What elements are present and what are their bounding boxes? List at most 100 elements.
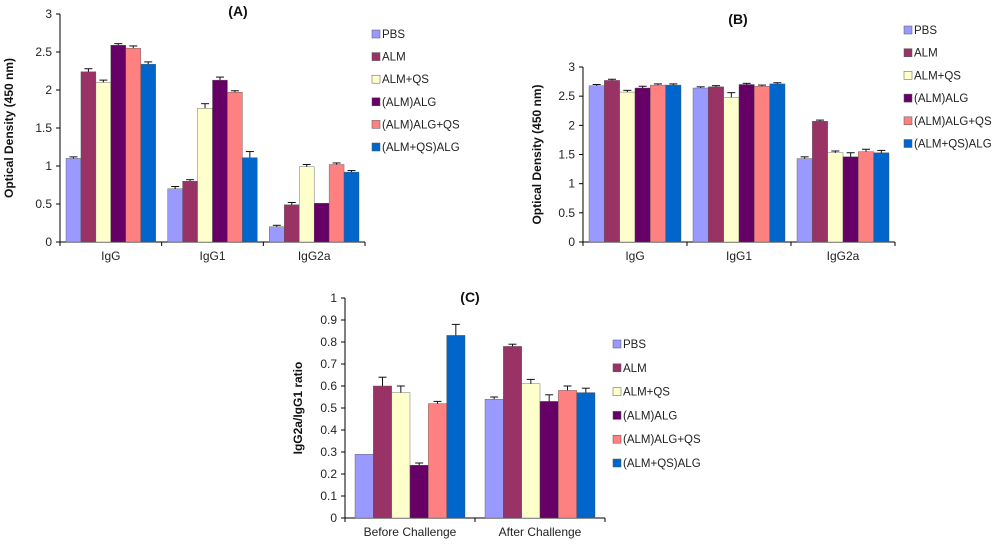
y-tick-label: 0.9 <box>320 313 337 327</box>
legend: PBS ALM ALM+QS (ALM)ALG (ALM)ALG+QS (ALM+QS)A… <box>903 25 992 151</box>
bar <box>873 152 890 243</box>
legend-swatch <box>612 363 622 373</box>
legend-label: (ALM+QS)ALG <box>623 458 701 470</box>
x-tick-label: IgG1 <box>199 249 225 263</box>
y-tick-label: 0.1 <box>320 489 337 503</box>
legend-swatch <box>903 48 913 57</box>
bar <box>446 335 466 519</box>
x-tick-label: IgG1 <box>726 249 752 263</box>
bar <box>812 121 828 243</box>
chart-title: (A) <box>228 3 247 19</box>
y-tick-label: 2.5 <box>35 45 52 59</box>
y-tick-label: 0 <box>45 235 52 249</box>
bar <box>521 383 541 519</box>
bar <box>769 83 786 243</box>
bar <box>558 390 577 519</box>
y-axis-label: Optical Density (450 nm) <box>2 58 16 198</box>
legend-swatch <box>903 71 913 80</box>
legend-label: ALM+QS <box>623 387 670 399</box>
panel-a: (A) Optical Density (450 nm) 0 0.5 1 1.5 2 2.5 3… <box>2 3 460 263</box>
legend-swatch <box>371 52 381 61</box>
legend-swatch <box>903 116 913 126</box>
bar <box>328 164 345 243</box>
bar <box>65 158 82 243</box>
bar <box>182 180 198 243</box>
y-tick-label: 1 <box>330 291 337 305</box>
bar <box>299 166 315 243</box>
bar <box>692 87 709 243</box>
bar <box>80 71 97 243</box>
legend-label: ALM <box>914 48 938 60</box>
legend-label: ALM <box>623 363 647 375</box>
legend-label: ALM+QS <box>914 70 961 82</box>
y-tick-label: 0.5 <box>320 401 337 415</box>
bar <box>428 403 447 519</box>
y-tick-label: 1 <box>45 159 52 173</box>
bar <box>650 84 666 243</box>
bar <box>227 92 243 243</box>
bar <box>604 80 620 243</box>
legend-label: (ALM)ALG+QS <box>623 434 701 446</box>
bar <box>343 171 360 243</box>
bar <box>167 188 183 243</box>
y-tick-label: 1 <box>568 177 575 191</box>
bar <box>313 203 330 243</box>
legend-swatch <box>612 434 622 444</box>
y-tick-label: 2.5 <box>558 89 575 103</box>
y-tick-label: 0.3 <box>320 445 337 459</box>
legend-swatch <box>371 97 381 107</box>
bar <box>409 465 429 519</box>
chart-title: (B) <box>728 11 747 27</box>
y-tick-label: 2 <box>45 83 52 97</box>
y-tick-label: 0.6 <box>320 379 337 393</box>
legend-swatch <box>612 458 622 468</box>
y-tick-label: 0.4 <box>320 423 337 437</box>
bar <box>588 85 605 243</box>
legend-label: PBS <box>623 339 646 351</box>
legend-label: (ALM+QS)ALG <box>382 142 460 154</box>
y-tick-label: 2 <box>568 118 575 132</box>
legend-swatch <box>612 387 622 396</box>
legend-swatch <box>903 139 913 148</box>
x-tick-label: Before Challenge <box>364 525 457 539</box>
legend-label: PBS <box>914 25 937 37</box>
y-tick-label: 0 <box>568 235 575 249</box>
bar <box>503 346 522 519</box>
y-tick-label: 3 <box>568 60 575 74</box>
bar <box>723 97 740 243</box>
bar <box>827 152 844 243</box>
panel-b: (B) Optical Density (450 nm) 0 0.5 1 1.5 2 2.5 3… <box>530 11 992 263</box>
x-tick-label: IgG <box>101 249 120 263</box>
y-tick-label: 0.8 <box>320 335 337 349</box>
bar <box>284 204 300 243</box>
y-tick-label: 0.5 <box>35 197 52 211</box>
x-tick-label: IgG2a <box>827 249 860 263</box>
bar <box>140 63 156 243</box>
chart-title: (C) <box>460 289 479 305</box>
legend-swatch <box>903 93 913 103</box>
y-tick-label: 0 <box>330 511 337 525</box>
bar <box>708 86 724 243</box>
legend-swatch <box>371 74 381 84</box>
bar <box>354 454 374 519</box>
y-axis-label: IgG2a/IgG1 ratio <box>291 362 305 455</box>
bar <box>539 401 559 519</box>
y-tick-label: 1.5 <box>35 121 52 135</box>
bar <box>125 48 141 243</box>
y-axis-label: Optical Density (450 nm) <box>530 84 544 224</box>
bar <box>197 108 213 243</box>
legend: PBS ALM ALM+QS (ALM)ALG (ALM)ALG+QS (ALM+QS)A… <box>371 29 460 154</box>
legend: PBS ALM ALM+QS (ALM)ALG (ALM)ALG+QS (ALM+QS)A… <box>612 339 701 470</box>
legend-swatch <box>903 25 913 35</box>
legend-swatch <box>371 142 381 152</box>
bar <box>242 157 258 243</box>
x-tick-label: IgG <box>625 249 644 263</box>
bar <box>858 151 874 243</box>
y-tick-label: 1.5 <box>558 148 575 162</box>
bar <box>391 392 411 519</box>
bar <box>95 82 112 243</box>
y-tick-label: 0.7 <box>320 357 337 371</box>
bar <box>796 158 813 243</box>
legend-label: (ALM)ALG <box>382 97 436 109</box>
legend-swatch <box>371 29 381 39</box>
